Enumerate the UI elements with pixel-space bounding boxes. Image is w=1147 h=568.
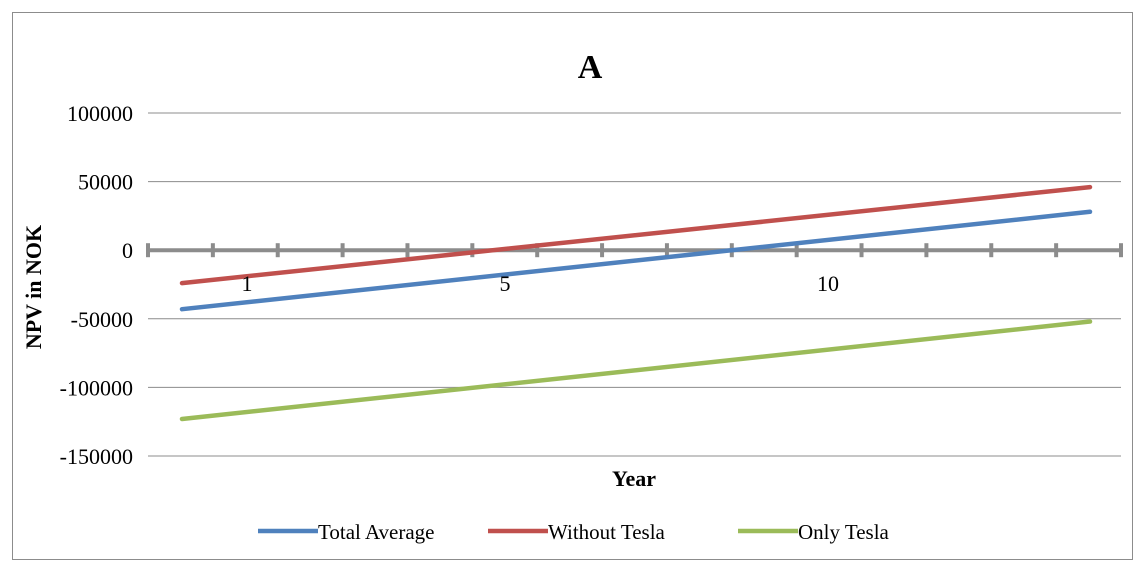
y-tick-label: 50000 (78, 170, 133, 195)
y-tick-label: -150000 (60, 444, 133, 469)
y-tick-label: -50000 (71, 307, 133, 332)
series-line (179, 184, 1093, 286)
series-line (179, 209, 1093, 312)
x-tick-label: 5 (500, 271, 511, 296)
x-tick-label: 10 (817, 271, 839, 296)
chart-title: A (578, 49, 603, 86)
x-axis-title: Year (612, 466, 656, 491)
x-tick-label: 1 (242, 271, 253, 296)
series-lines (179, 184, 1093, 422)
y-tick-label: -100000 (60, 375, 133, 400)
x-axis (146, 243, 1123, 258)
legend: Total Average Without Tesla Only Tesla (258, 520, 890, 544)
y-tick-label: 0 (122, 238, 133, 263)
legend-label: Without Tesla (548, 520, 666, 544)
legend-label: Only Tesla (798, 520, 890, 544)
y-tick-labels: 100000 50000 0 -50000 -100000 -150000 (60, 101, 133, 469)
series-line (179, 319, 1093, 422)
x-tick-labels: 1 5 10 (242, 271, 840, 296)
y-tick-label: 100000 (67, 101, 133, 126)
legend-label: Total Average (318, 520, 435, 544)
grid-lines (148, 112, 1121, 457)
y-axis-title: NPV in NOK (21, 225, 46, 349)
chart-frame (12, 12, 1133, 560)
